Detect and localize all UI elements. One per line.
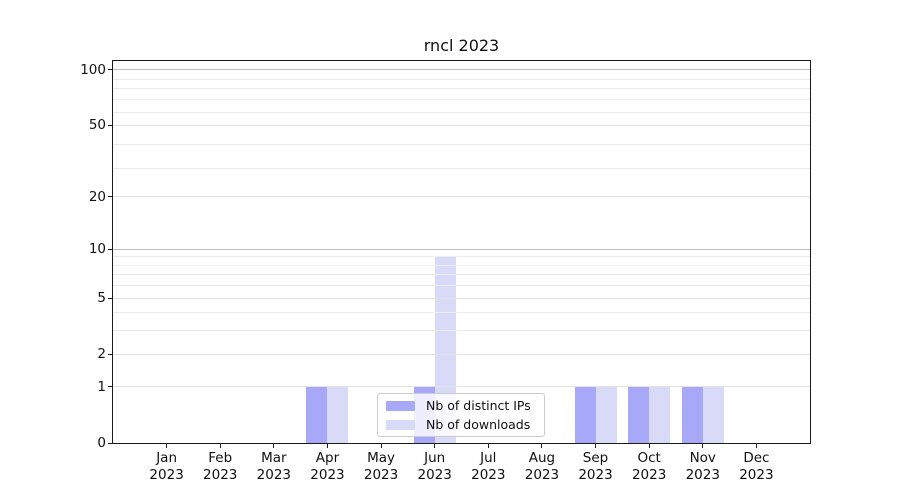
gridline-minor <box>113 111 810 113</box>
x-axis-tick-label: Dec 2023 <box>739 450 774 483</box>
gridline-minor <box>113 256 810 258</box>
gridline-minor <box>113 99 810 101</box>
x-axis-tick-label: Sep 2023 <box>578 450 613 483</box>
legend-row: Nb of downloads <box>378 417 544 432</box>
gridline-minor <box>113 312 810 314</box>
y-axis-tick-label: 1 <box>97 378 106 395</box>
bar-distinct-ips <box>306 386 328 443</box>
gridline-minor <box>113 330 810 332</box>
y-axis-tick <box>108 196 112 198</box>
y-axis-tick <box>108 124 112 126</box>
gridline-major <box>113 69 810 71</box>
legend-swatch <box>386 419 415 430</box>
y-axis-tick-label: 50 <box>88 117 106 134</box>
gridline-major <box>113 297 810 299</box>
gridline-minor <box>113 285 810 287</box>
x-axis-tick-label: Feb 2023 <box>203 450 238 483</box>
x-axis-tick <box>273 444 275 448</box>
bar-downloads <box>649 386 671 443</box>
gridline-major <box>113 196 810 198</box>
legend-label: Nb of downloads <box>426 417 531 432</box>
y-axis-tick-label: 2 <box>97 346 106 363</box>
x-axis-tick-label: Jun 2023 <box>417 450 452 483</box>
bar-downloads <box>702 386 724 443</box>
x-axis-tick-label: May 2023 <box>363 450 399 483</box>
bar-distinct-ips <box>681 386 703 443</box>
x-axis-tick <box>487 444 489 448</box>
gridline-major <box>113 248 810 250</box>
x-axis-tick <box>541 444 543 448</box>
x-axis-tick-label: Jul 2023 <box>471 450 506 483</box>
x-axis-tick <box>702 444 704 448</box>
bar-distinct-ips <box>628 386 650 443</box>
bar-downloads <box>327 386 349 443</box>
x-axis-tick <box>648 444 650 448</box>
y-axis-tick <box>108 69 112 71</box>
gridline-major <box>113 124 810 126</box>
gridline-minor <box>113 88 810 90</box>
x-axis-tick <box>166 444 168 448</box>
bar-downloads <box>595 386 617 443</box>
gridline-minor <box>113 274 810 276</box>
y-axis-tick-label: 10 <box>88 241 106 258</box>
legend-label: Nb of distinct IPs <box>426 398 531 413</box>
gridline-major <box>113 386 810 388</box>
gridline-minor <box>113 78 810 80</box>
y-axis-tick-label: 20 <box>88 188 106 205</box>
x-axis-tick <box>219 444 221 448</box>
y-axis-tick <box>108 248 112 250</box>
gridline-minor <box>113 264 810 266</box>
legend-row: Nb of distinct IPs <box>378 398 544 413</box>
x-axis-tick <box>755 444 757 448</box>
plot-area <box>112 60 811 444</box>
y-axis-tick <box>108 297 112 299</box>
gridline-minor <box>113 167 810 169</box>
x-axis-tick-label: Jan 2023 <box>149 450 184 483</box>
x-axis-tick <box>326 444 328 448</box>
y-axis-tick <box>108 353 112 355</box>
y-axis-tick <box>108 442 112 444</box>
y-axis-tick-label: 0 <box>97 435 106 451</box>
x-axis-tick-label: Nov 2023 <box>685 450 720 483</box>
x-axis-tick-label: Aug 2023 <box>524 450 560 483</box>
gridline-minor <box>113 144 810 146</box>
y-axis-tick-label: 100 <box>80 61 106 78</box>
legend: Nb of distinct IPs Nb of downloads <box>377 393 545 437</box>
chart-title: rncl 2023 <box>423 36 500 55</box>
x-axis-tick <box>595 444 597 448</box>
x-axis-tick <box>380 444 382 448</box>
legend-swatch <box>386 400 415 411</box>
y-axis-tick-label: 5 <box>97 290 106 307</box>
bar-distinct-ips <box>574 386 596 443</box>
x-axis-tick-label: Oct 2023 <box>631 450 667 483</box>
y-axis-tick <box>108 386 112 388</box>
gridline-major <box>113 353 810 355</box>
x-axis-tick-label: Mar 2023 <box>256 450 292 483</box>
x-axis-tick-label: Apr 2023 <box>310 450 345 483</box>
x-axis-tick <box>434 444 436 448</box>
